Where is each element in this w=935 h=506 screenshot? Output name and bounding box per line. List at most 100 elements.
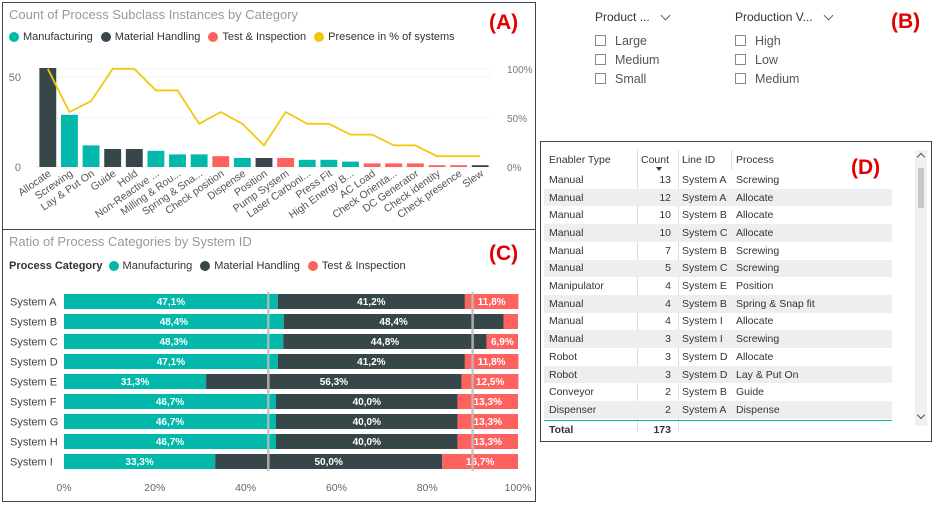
table-row[interactable]: Manual 5 System C Screwing [544,259,892,278]
cell-line-id: System C [682,226,728,239]
cell-enabler-type: Manual [549,333,584,346]
bar-segment [64,294,278,309]
data-label: 46,7% [156,397,184,408]
bar-segment [64,394,277,409]
table-row[interactable]: Manual 13 System A Screwing [544,171,892,189]
bar-segment [206,374,462,389]
bar-segment [64,414,277,429]
scroll-down-icon[interactable] [916,410,926,420]
legend-item-presence[interactable]: Presence in % of systems [314,31,455,43]
slicer-option[interactable]: Medium [735,69,885,88]
chevron-down-icon[interactable] [823,10,834,20]
cell-process: Screwing [736,244,780,257]
legend-item-test-inspection[interactable]: Test & Inspection [208,31,306,43]
data-label: 48,4% [160,317,188,328]
cell-enabler-type: Manual [549,315,584,328]
table-row[interactable]: Robot 3 System D Allocate [544,348,892,366]
table-row[interactable]: Robot 3 System D Lay & Put On [544,365,892,384]
cell-count: 4 [665,280,671,293]
data-label: 6,9% [491,337,514,348]
legend-item-manufacturing[interactable]: Manufacturing [9,31,93,43]
table-row[interactable]: Manual 10 System C Allocate [544,224,892,242]
cell-line-id: System C [682,262,728,275]
panel-c-title: Ratio of Process Categories by System ID [9,234,252,249]
data-table: Enabler Type Count Line ID Process Manua… [544,150,892,440]
bar-segment [276,394,458,409]
table-row[interactable]: Manual 4 System B Spring & Snap fit [544,294,892,313]
cell-process: Screwing [736,173,780,186]
table-row[interactable]: Manual 3 System I Screwing [544,330,892,348]
cell-line-id: System I [682,315,723,328]
legend-item-manufacturing[interactable]: Manufacturing [108,260,192,272]
table-scrollbar[interactable] [915,150,927,426]
data-label: 41,2% [357,297,385,308]
slicer-header[interactable]: Production V... [735,8,885,26]
cell-count: 5 [665,262,671,275]
cell-count: 2 [665,403,671,416]
bar [450,165,468,167]
table-row[interactable]: Dispenser 2 System A Dispense [544,401,892,419]
cell-count: 10 [659,226,671,239]
header-count[interactable]: Count [641,154,670,166]
checkbox[interactable] [595,73,606,84]
table-row[interactable]: Manual 7 System B Screwing [544,242,892,260]
cell-process: Allocate [736,191,774,204]
table-row[interactable]: Manual 10 System B Allocate [544,206,892,224]
bar [39,68,57,167]
checkbox[interactable] [735,73,746,84]
bar-segment [277,354,465,369]
header-line-id[interactable]: Line ID [682,154,716,166]
cell-line-id: System E [682,280,727,293]
panel-d: (D) Enabler Type Count Line ID Process M… [540,141,932,442]
data-label: 47,1% [157,297,185,308]
table-row[interactable]: Manipulator 4 System E Position [544,277,892,295]
slicer-option[interactable]: Large [595,31,725,50]
y-category-label: System F [10,397,57,409]
checkbox[interactable] [735,35,746,46]
header-process[interactable]: Process [736,154,774,166]
legend-item-test-inspection[interactable]: Test & Inspection [307,260,406,272]
checkbox[interactable] [735,54,746,65]
cell-line-id: System I [682,333,723,346]
scroll-up-icon[interactable] [916,152,926,162]
cell-enabler-type: Dispenser [549,403,597,416]
cell-count: 4 [665,297,671,310]
sort-desc-icon[interactable] [656,167,662,171]
header-divider [731,150,732,170]
table-row[interactable]: Manual 12 System A Allocate [544,188,892,207]
panel-d-letter: (D) [851,156,881,179]
bar [125,149,143,167]
data-label: 13,3% [474,417,502,428]
slicer-option[interactable]: Low [735,50,885,69]
data-label: 31,3% [121,377,149,388]
checkbox[interactable] [595,54,606,65]
slicer-option[interactable]: Small [595,69,725,88]
legend-item-material-handling[interactable]: Material Handling [100,31,200,43]
bar [342,161,359,167]
data-label: 46,7% [156,437,184,448]
header-enabler-type[interactable]: Enabler Type [549,154,611,166]
data-label: 33,3% [125,457,153,468]
cell-line-id: System A [682,403,727,416]
table-row[interactable]: Manual 4 System I Allocate [544,313,892,331]
production-volume-slicer: Production V... High Low Medium [735,8,885,88]
bar-segment [461,374,519,389]
header-divider [637,150,638,431]
checkbox[interactable] [595,35,606,46]
cell-count: 10 [659,209,671,222]
cell-process: Spring & Snap fit [736,297,815,310]
table-row[interactable]: Conveyor 2 System B Guide [544,383,892,401]
x-tick-label: Guide [89,168,119,194]
x-tick-label: 20% [144,482,165,494]
legend-dot-icon [200,261,211,271]
chevron-down-icon[interactable] [660,10,671,20]
slicer-option[interactable]: High [735,31,885,50]
cell-count: 13 [659,173,671,186]
y-tick-label: 0 [15,162,21,174]
legend-item-material-handling[interactable]: Material Handling [200,260,300,272]
cell-count: 3 [665,333,671,346]
scrollbar-thumb[interactable] [918,168,924,208]
slicer-header[interactable]: Product ... [595,8,725,26]
slicer-option[interactable]: Medium [595,50,725,69]
data-label: 12,5% [476,377,504,388]
